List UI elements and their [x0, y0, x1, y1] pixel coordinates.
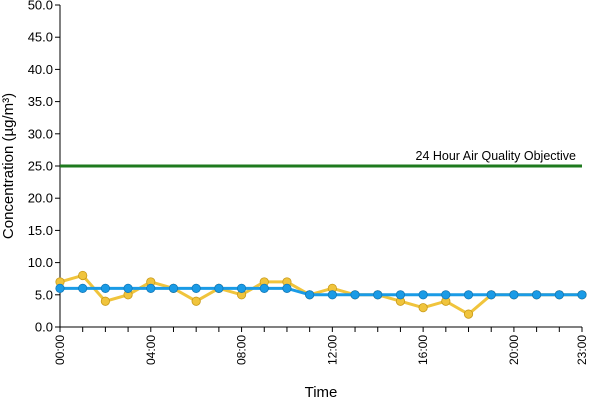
y-tick-label: 5.0: [35, 287, 53, 302]
series-2-point: [554, 290, 564, 300]
y-axis-title: Concentration (µg/m³): [0, 93, 17, 239]
series-2-point: [509, 290, 519, 300]
series-2-point: [577, 290, 587, 300]
y-tick-label: 15.0: [28, 223, 53, 238]
series-2-point: [78, 283, 88, 293]
x-tick-label: 16:00: [416, 335, 430, 365]
x-tick-label: 23:00: [575, 335, 589, 365]
x-tick-label: 12:00: [325, 335, 339, 365]
series-2-point: [282, 283, 292, 293]
x-tick-label: 04:00: [144, 335, 158, 365]
series-2-point: [463, 290, 474, 300]
series-2-point: [168, 283, 179, 293]
x-tick-label: 08:00: [235, 335, 249, 365]
series-2-point: [55, 283, 65, 293]
x-tick-label: 00:00: [53, 335, 67, 365]
series-2-point: [373, 290, 383, 300]
series-2-point: [418, 290, 428, 300]
y-tick-label: 20.0: [28, 191, 53, 206]
series-group: [55, 270, 587, 319]
y-tick-label: 0.0: [35, 320, 53, 335]
series-2-point: [395, 290, 406, 300]
y-tick-label: 35.0: [28, 94, 53, 109]
y-axis-ticks: 0.0 5.0 10.0 15.0 20.0 25.0 30.0 35.0 40.0 45.0 50…: [28, 0, 60, 335]
series-2-point: [532, 290, 542, 300]
series-2-point: [100, 283, 110, 293]
series-2-point: [486, 290, 496, 300]
series-2-point: [305, 290, 315, 300]
series-1-point: [463, 309, 474, 319]
series-2-point: [259, 283, 269, 293]
series-2-point: [146, 283, 156, 293]
objective-label: 24 Hour Air Quality Objective: [416, 149, 577, 163]
series-2-point: [441, 290, 451, 300]
series-1-point: [191, 296, 201, 306]
series-2-point: [236, 283, 247, 293]
x-axis-ticks: 00:00 04:00 08:00 12:00 16:00 20:00 23:00: [53, 327, 589, 365]
y-tick-label: 40.0: [28, 62, 53, 77]
series-2-point: [350, 290, 360, 300]
y-tick-label: 45.0: [28, 30, 53, 45]
x-tick-label: 20:00: [507, 335, 521, 365]
series-1-point: [78, 270, 88, 281]
series-2-point: [327, 290, 337, 300]
series-1-point: [100, 296, 110, 306]
series-1-point: [418, 303, 428, 313]
x-axis-title: Time: [305, 384, 338, 400]
series-2-point: [191, 283, 201, 293]
series-2-point: [214, 283, 224, 293]
y-tick-label: 50.0: [28, 0, 53, 13]
series-2-point: [123, 283, 133, 293]
y-tick-label: 10.0: [28, 255, 53, 270]
y-tick-label: 30.0: [28, 126, 53, 141]
y-tick-label: 25.0: [28, 159, 53, 174]
